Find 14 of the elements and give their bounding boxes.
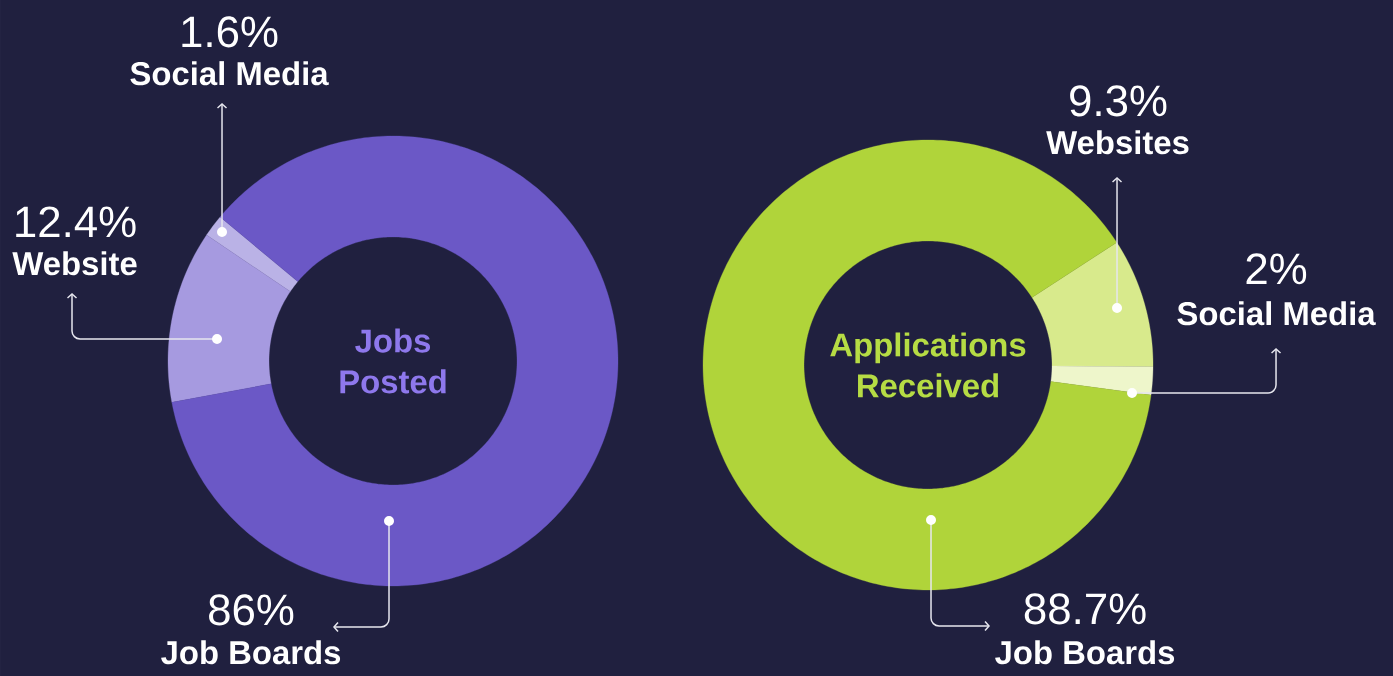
slice-label: Social Media (1177, 301, 1376, 326)
data-label: 1.6% (182, 16, 278, 48)
slice-label: Website (12, 251, 137, 276)
slice-label: Websites (1046, 130, 1189, 155)
data-label: 12.4% (16, 206, 136, 238)
slice-label: Social Media (130, 61, 329, 86)
data-label: 88.7% (1024, 593, 1146, 625)
data-label: 9.3% (1070, 85, 1167, 117)
slice-label: Job Boards (995, 640, 1175, 665)
text: Applications Received (830, 332, 1026, 398)
data-label: 86% (209, 594, 294, 626)
slice-label: Job Boards (161, 640, 341, 665)
text: Jobs Posted (340, 328, 446, 394)
data-label: 2% (1246, 253, 1307, 285)
